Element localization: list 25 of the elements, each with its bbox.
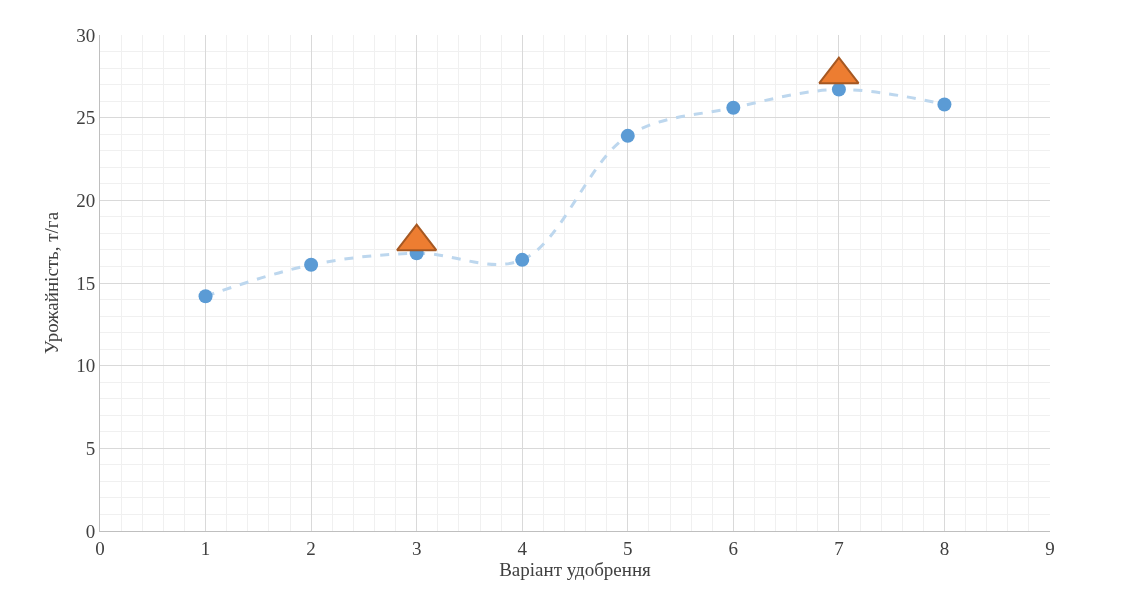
y-tick-label: 15	[76, 272, 96, 294]
y-axis-title: Урожайність, т/га	[41, 211, 63, 355]
x-tick-label: 3	[411, 537, 422, 559]
x-tick-label: 9	[1045, 537, 1055, 559]
y-tick-label: 0	[85, 520, 96, 542]
point	[937, 97, 952, 112]
x-tick-label: 7	[834, 537, 844, 559]
y-tick-label: 5	[85, 437, 96, 459]
y-tick-label: 30	[76, 24, 96, 46]
y-tick-label: 20	[76, 189, 96, 211]
point	[726, 100, 741, 115]
y-tick-label: 10	[76, 355, 96, 377]
x-tick-label: 8	[939, 537, 950, 559]
x-tick-label: 4	[517, 537, 528, 559]
x-tick-label: 1	[200, 537, 211, 559]
x-tick-label: 5	[623, 537, 633, 559]
x-axis-title: Варіант удобрення	[499, 558, 652, 580]
point	[198, 289, 213, 304]
x-tick-label: 6	[728, 537, 739, 559]
point	[620, 128, 635, 143]
point	[831, 82, 846, 97]
point	[304, 257, 319, 272]
x-tick-label: 2	[306, 537, 316, 559]
y-tick-label: 25	[76, 107, 96, 129]
point	[515, 252, 530, 267]
